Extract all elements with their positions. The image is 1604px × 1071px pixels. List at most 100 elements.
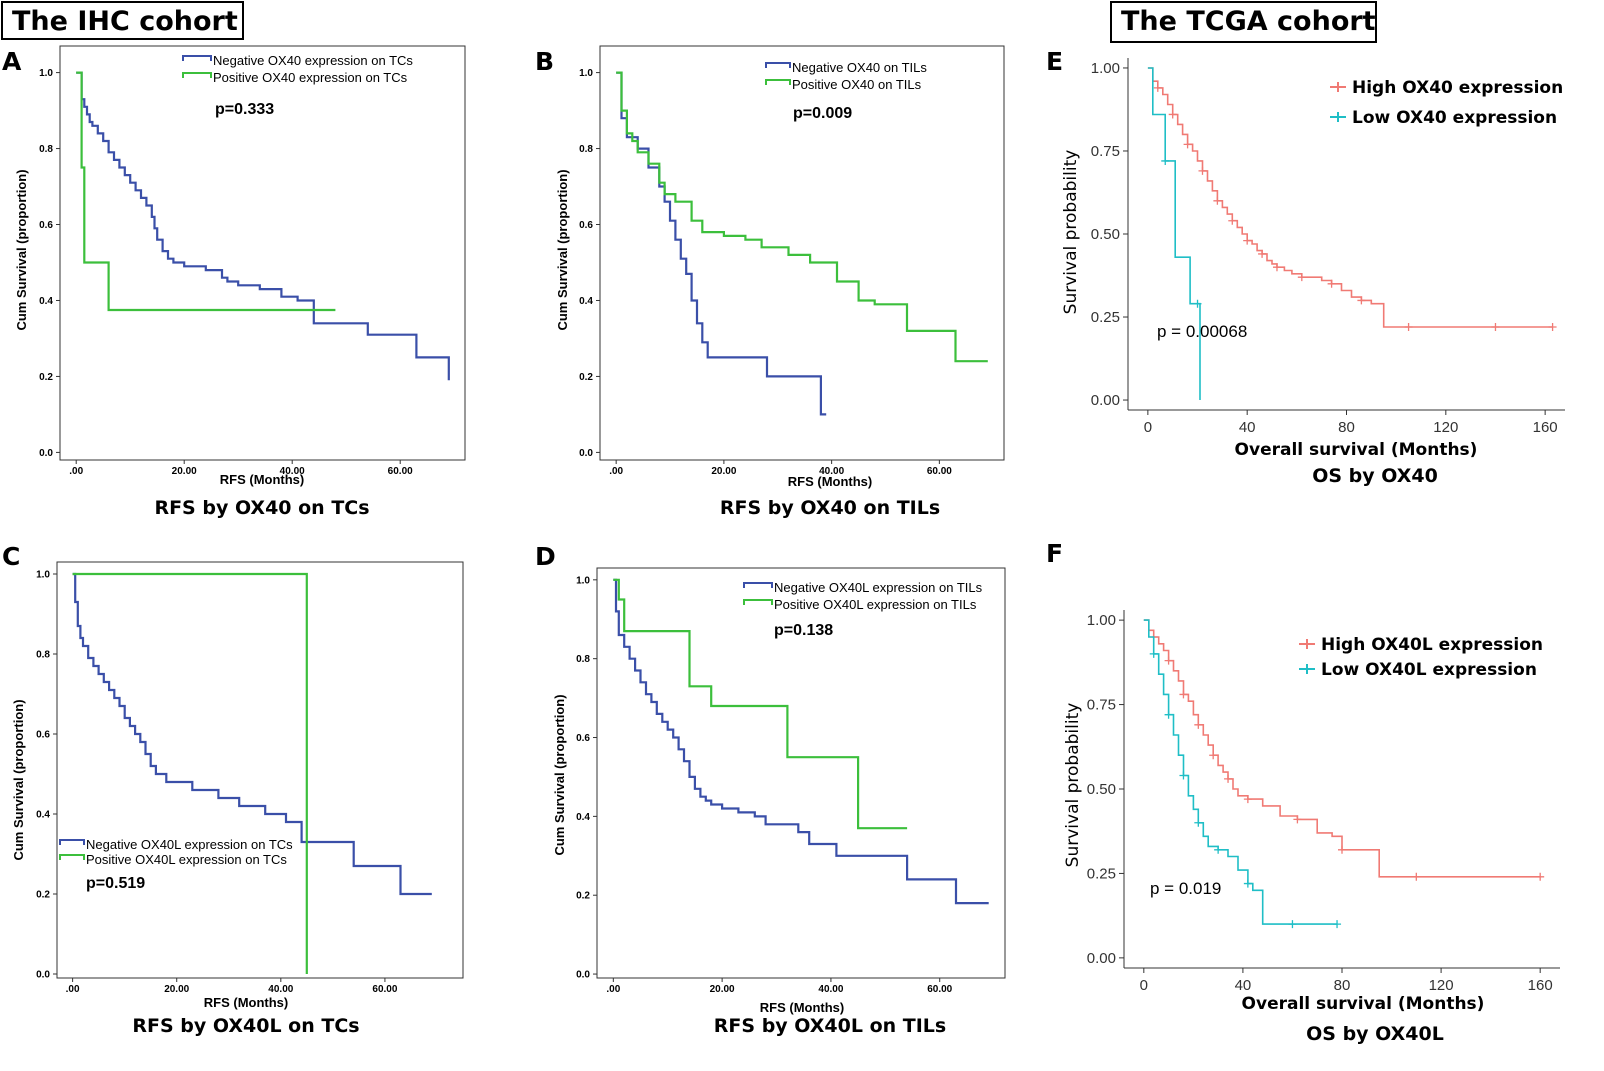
chart-title: RFS by OX40L on TILs bbox=[714, 1015, 946, 1037]
x-tick-label: 40 bbox=[1235, 977, 1252, 994]
km-curve-high bbox=[1147, 67, 1553, 328]
censor-mark bbox=[1213, 196, 1222, 205]
km-curve-high bbox=[1143, 619, 1541, 878]
panel-a: 0.0 0.2 0.4 0.6 0.8 1.0 .00 20.00 40.00 60.00 Nega… bbox=[14, 45, 466, 519]
censor-mark bbox=[1168, 110, 1177, 119]
censor-mark bbox=[1327, 279, 1336, 288]
plot-frame bbox=[596, 567, 1006, 979]
legend-label: High OX40L expression bbox=[1321, 635, 1543, 655]
y-tick-label: 0.00 bbox=[1091, 392, 1120, 409]
tcga-cohort-header: The TCGA cohort bbox=[1110, 1, 1377, 43]
censor-mark bbox=[1194, 720, 1203, 729]
panel-b: 0.0 0.2 0.4 0.6 0.8 1.0 .00 20.00 40.00 60.00 Nega… bbox=[555, 45, 1005, 519]
y-tick-label: 0.8 bbox=[36, 650, 50, 661]
km-curve-positive bbox=[616, 71, 988, 363]
legend-label: Low OX40L expression bbox=[1321, 660, 1537, 680]
y-tick-label: 0.2 bbox=[579, 372, 593, 383]
x-axis-label: RFS (Months) bbox=[788, 474, 872, 489]
legend-swatch-low bbox=[1299, 664, 1315, 674]
y-axis-label: Survival probability bbox=[1061, 150, 1081, 315]
legend-swatch-high bbox=[1330, 82, 1346, 92]
p-value: p=0.333 bbox=[215, 101, 274, 118]
chart-title: RFS by OX40L on TCs bbox=[132, 1015, 359, 1037]
legend-label: High OX40 expression bbox=[1352, 78, 1563, 98]
x-tick-label: 120 bbox=[1429, 977, 1454, 994]
censor-mark bbox=[1179, 771, 1188, 780]
panel-c: 0.0 0.2 0.4 0.6 0.8 1.0 .00 20.00 40.00 60.00 Nega… bbox=[11, 561, 464, 1037]
x-tick-label: .00 bbox=[609, 466, 623, 477]
y-tick-label: 1.0 bbox=[579, 68, 593, 79]
censor-mark bbox=[1293, 815, 1302, 824]
chart-title: OS by OX40 bbox=[1312, 465, 1438, 487]
x-tick-label: 20.00 bbox=[710, 984, 735, 995]
svg-text:B: B bbox=[535, 47, 554, 76]
x-tick-label: .00 bbox=[69, 466, 83, 477]
y-tick-label: 0.50 bbox=[1087, 781, 1116, 798]
censor-mark bbox=[1224, 774, 1233, 783]
km-curve-negative bbox=[616, 71, 827, 416]
censor-mark bbox=[1228, 216, 1237, 225]
km-curve-low bbox=[1147, 67, 1201, 400]
chart-title: OS by OX40L bbox=[1306, 1023, 1444, 1045]
legend-swatch-negative bbox=[765, 62, 791, 68]
x-tick-label: 80 bbox=[1334, 977, 1351, 994]
legend-label: Negative OX40L expression on TCs bbox=[86, 837, 293, 852]
censor-mark bbox=[1243, 879, 1252, 888]
plot-frame bbox=[56, 561, 464, 979]
p-value: p = 0.00068 bbox=[1157, 322, 1247, 341]
km-curve-low bbox=[1143, 619, 1337, 925]
svg-text:D: D bbox=[535, 542, 556, 571]
p-value: p=0.009 bbox=[793, 105, 852, 122]
censor-mark bbox=[1297, 273, 1306, 282]
legend-label: Negative OX40 on TILs bbox=[792, 60, 927, 75]
y-tick-label: 0.6 bbox=[579, 220, 593, 231]
y-tick-label: 1.0 bbox=[39, 68, 53, 79]
censor-mark bbox=[1243, 795, 1252, 804]
censor-mark bbox=[1214, 845, 1223, 854]
censor-mark bbox=[1338, 845, 1346, 854]
censor-mark bbox=[1272, 263, 1281, 272]
y-tick-label: 1.0 bbox=[576, 575, 590, 586]
censor-mark bbox=[1153, 83, 1162, 92]
x-tick-label: 80 bbox=[1338, 419, 1355, 436]
p-value: p=0.519 bbox=[86, 875, 145, 892]
ihc-cohort-title: The IHC cohort bbox=[12, 6, 238, 37]
x-tick-label: 160 bbox=[1533, 419, 1558, 436]
y-tick-label: 0.25 bbox=[1087, 865, 1116, 882]
chart-title: RFS by OX40 on TCs bbox=[154, 497, 369, 519]
y-tick-label: 0.4 bbox=[39, 296, 53, 307]
y-tick-label: 0.0 bbox=[576, 970, 590, 981]
censor-mark bbox=[1183, 140, 1192, 149]
y-tick-label: 0.0 bbox=[39, 448, 53, 459]
y-tick-label: 1.00 bbox=[1091, 60, 1120, 77]
legend-label: Negative OX40 expression on TCs bbox=[213, 53, 413, 68]
x-tick-label: 40 bbox=[1239, 419, 1256, 436]
km-curve-positive bbox=[76, 71, 336, 312]
legend-swatch-positive bbox=[59, 854, 85, 860]
x-tick-label: 20.00 bbox=[172, 466, 197, 477]
x-tick-label: 60.00 bbox=[388, 466, 413, 477]
censor-mark bbox=[1243, 236, 1252, 245]
y-tick-label: 0.8 bbox=[579, 144, 593, 155]
svg-text:F: F bbox=[1046, 539, 1063, 568]
y-tick-label: 0.2 bbox=[576, 891, 590, 902]
x-tick-label: 20.00 bbox=[711, 466, 736, 477]
x-tick-label: 60.00 bbox=[372, 984, 397, 995]
y-tick-label: 0.2 bbox=[39, 372, 53, 383]
ihc-cohort-header: The IHC cohort bbox=[1, 1, 244, 40]
x-tick-label: 40.00 bbox=[818, 984, 843, 995]
panel-e: 0.00 0.25 0.50 0.75 1.00 0 40 80 120 160 High OX40… bbox=[1061, 58, 1565, 487]
svg-text:A: A bbox=[2, 47, 22, 76]
censor-mark bbox=[1491, 322, 1500, 331]
x-tick-label: 60.00 bbox=[927, 984, 952, 995]
y-tick-label: 0.6 bbox=[576, 733, 590, 744]
x-tick-label: 0 bbox=[1140, 977, 1148, 994]
legend-label: Positive OX40 expression on TCs bbox=[213, 70, 408, 85]
censor-mark bbox=[1179, 690, 1188, 699]
censor-mark bbox=[1536, 872, 1545, 881]
legend-swatch-positive bbox=[765, 79, 791, 85]
y-tick-label: 0.25 bbox=[1091, 309, 1120, 326]
y-axis-label: Cum Survival (proportion) bbox=[11, 699, 26, 860]
x-tick-label: .00 bbox=[66, 984, 80, 995]
y-tick-label: 0.4 bbox=[36, 810, 50, 821]
